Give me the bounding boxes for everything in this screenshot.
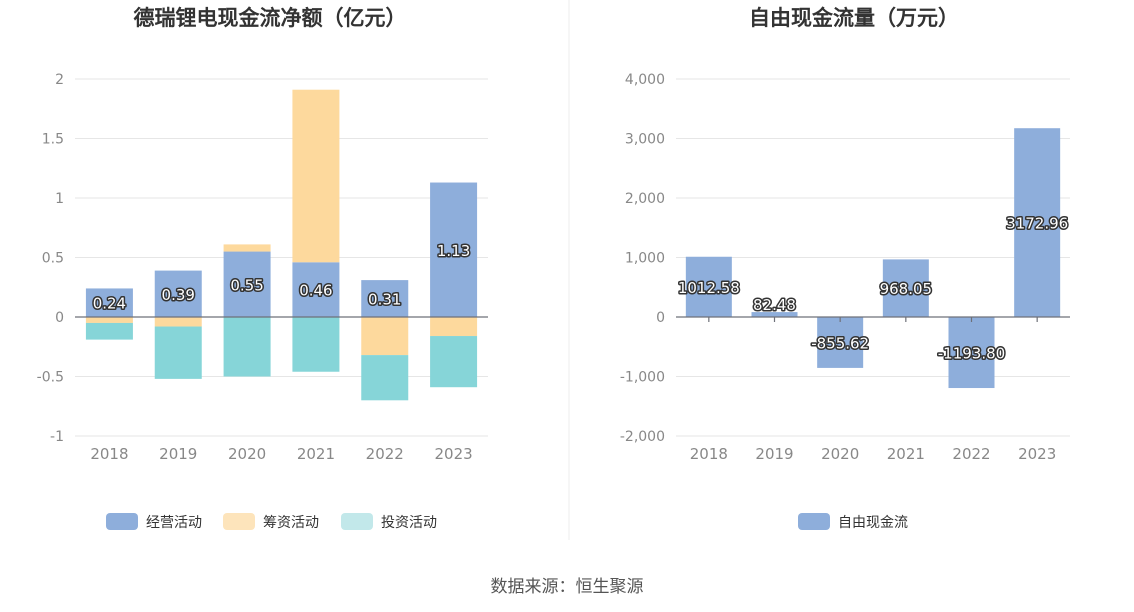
bar-筹资活动-2023 <box>430 317 478 337</box>
data-label: 0.39 <box>162 286 195 304</box>
y-tick-label: 1 <box>55 191 64 207</box>
data-label: 3172.96 <box>1006 215 1068 233</box>
legend-swatch <box>106 513 138 530</box>
data-label: 1.13 <box>437 242 470 260</box>
data-label: 0.55 <box>230 276 263 294</box>
data-label: 1012.58 <box>678 279 740 297</box>
bar-投资活动-2023 <box>430 336 478 388</box>
chart-title: 自由现金流量（万元） <box>749 6 959 30</box>
bar-经营活动-2020 <box>223 251 271 317</box>
bar-2019 <box>751 312 798 317</box>
x-tick-label: 2021 <box>887 445 925 463</box>
x-tick-label: 2018 <box>690 445 728 463</box>
data-label: 82.48 <box>753 296 796 314</box>
bar-投资活动-2020 <box>223 317 271 377</box>
legend-label: 筹资活动 <box>263 514 319 531</box>
x-tick-label: 2021 <box>297 445 335 463</box>
y-tick-label: -1,000 <box>620 370 665 386</box>
y-tick-label: 0 <box>656 310 665 326</box>
chart-title: 德瑞锂电现金流净额（亿元） <box>134 6 407 30</box>
bar-经营活动-2022 <box>361 280 409 317</box>
legend-label: 经营活动 <box>146 515 202 531</box>
x-tick-label: 2022 <box>366 445 404 463</box>
data-label: 0.31 <box>368 291 401 309</box>
bar-2023 <box>1014 128 1061 317</box>
y-tick-label: 2,000 <box>625 191 665 207</box>
data-label: 0.46 <box>299 282 332 300</box>
free-cash-flow-chart: 自由现金流量（万元） 4,000 3,000 2,000 1,000 0 -1,000 -2… <box>620 6 1070 531</box>
bar-投资活动-2022 <box>361 355 409 401</box>
y-tick-label: 1,000 <box>625 251 665 267</box>
bar-投资活动-2018 <box>85 322 133 340</box>
y-tick-label: -0.5 <box>37 370 64 386</box>
bar-筹资活动-2018 <box>85 317 133 323</box>
bar-投资活动-2021 <box>292 317 340 372</box>
bar-筹资活动-2022 <box>361 317 409 356</box>
x-tick-label: 2020 <box>821 445 859 463</box>
y-tick-label: 0 <box>55 310 64 326</box>
cash-flow-chart: 德瑞锂电现金流净额（亿元） 2 1.5 1 0.5 0 -0.5 -1 2018 2019 202… <box>37 6 488 531</box>
y-tick-label: 0.5 <box>42 251 64 267</box>
bar-经营活动-2023 <box>430 182 478 317</box>
x-tick-label: 2019 <box>159 445 197 463</box>
legend-swatch <box>223 513 255 530</box>
y-tick-label: -2,000 <box>620 429 665 445</box>
y-tick-label: 3,000 <box>625 132 665 148</box>
bar-经营活动-2021 <box>292 262 340 317</box>
bar-经营活动-2018 <box>85 288 133 317</box>
x-tick-label: 2019 <box>755 445 793 463</box>
data-label: 0.24 <box>93 295 126 313</box>
bar-2021 <box>882 259 929 317</box>
data-label: 968.05 <box>880 280 933 298</box>
legend-swatch <box>341 513 373 530</box>
legend-swatch <box>798 513 830 530</box>
x-tick-label: 2018 <box>90 445 128 463</box>
bar-2020 <box>817 317 864 368</box>
bar-2018 <box>685 256 732 317</box>
data-source-note: 数据来源：恒生聚源 <box>491 577 644 597</box>
y-tick-label: 1.5 <box>42 132 64 148</box>
y-tick-label: 2 <box>55 72 64 88</box>
bar-筹资活动-2021 <box>292 89 340 263</box>
data-label: -855.62 <box>811 334 869 352</box>
legend-label: 投资活动 <box>381 515 437 531</box>
x-tick-label: 2020 <box>228 445 266 463</box>
bar-筹资活动-2019 <box>154 317 202 327</box>
data-label: -1193.80 <box>938 345 1005 363</box>
x-tick-label: 2023 <box>1018 445 1056 463</box>
bar-筹资活动-2020 <box>223 244 271 252</box>
y-tick-label: 4,000 <box>625 72 665 88</box>
legend-label: 自由现金流 <box>838 515 908 531</box>
x-tick-label: 2023 <box>434 445 472 463</box>
x-tick-label: 2022 <box>952 445 990 463</box>
bar-投资活动-2019 <box>154 326 202 379</box>
bar-2022 <box>948 317 995 389</box>
bar-经营活动-2019 <box>154 270 202 317</box>
y-tick-label: -1 <box>50 429 64 445</box>
